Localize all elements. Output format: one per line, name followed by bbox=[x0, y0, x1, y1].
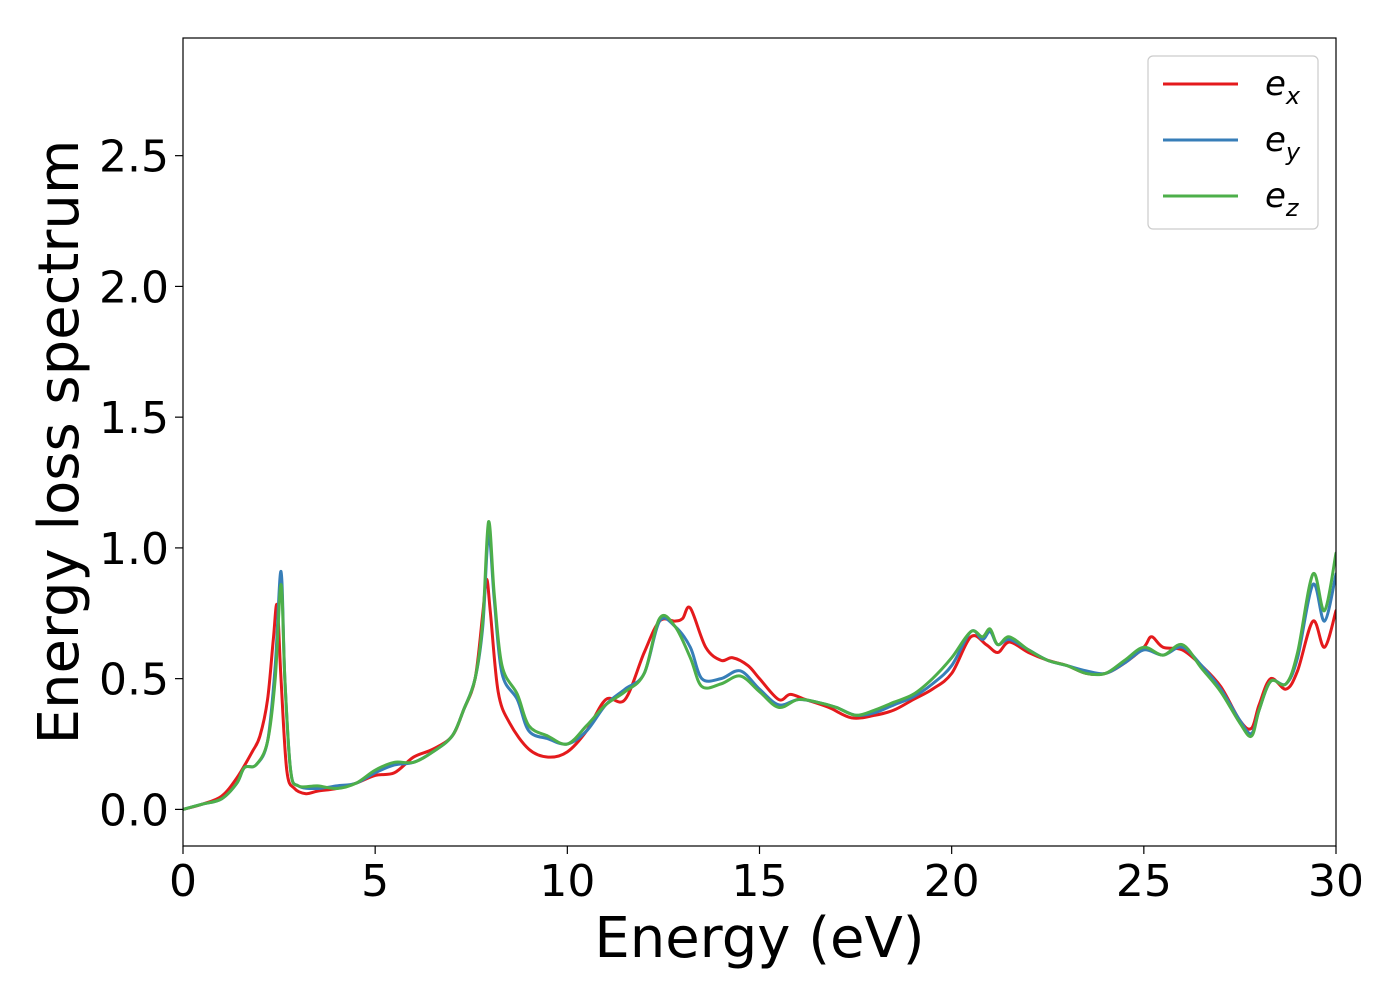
legend-label-main: e bbox=[1265, 120, 1286, 160]
x-tick-label: 5 bbox=[361, 856, 389, 907]
y-tick-label: 2.0 bbox=[99, 262, 169, 313]
legend-box bbox=[1147, 55, 1319, 230]
y-tick-label: 1.5 bbox=[99, 393, 169, 444]
y-axis-ticks: 0.0 0.5 1.0 1.5 2.0 2.5 bbox=[99, 132, 183, 836]
y-tick-label: 0.0 bbox=[99, 785, 169, 836]
series-line-x bbox=[183, 577, 1336, 811]
legend-label-y: ey bbox=[1265, 120, 1301, 166]
legend-label-main: e bbox=[1265, 176, 1286, 216]
y-tick-label: 2.5 bbox=[99, 132, 169, 183]
x-tick-label: 10 bbox=[539, 856, 595, 907]
legend-label-x: ex bbox=[1265, 64, 1301, 110]
x-axis-ticks: 0 5 10 15 20 25 30 bbox=[169, 846, 1364, 907]
legend-label-main: e bbox=[1265, 64, 1286, 104]
y-tick-label: 0.5 bbox=[99, 655, 169, 706]
x-tick-label: 15 bbox=[732, 856, 788, 907]
y-tick-label: 1.0 bbox=[99, 524, 169, 575]
x-tick-label: 20 bbox=[924, 856, 980, 907]
legend-label-sub: z bbox=[1285, 194, 1300, 222]
x-axis-label: Energy (eV) bbox=[594, 906, 924, 971]
legend-label-sub: x bbox=[1285, 82, 1301, 110]
legend-label-z: ez bbox=[1265, 176, 1300, 222]
legend-label-sub: y bbox=[1285, 138, 1301, 166]
x-tick-label: 30 bbox=[1308, 856, 1364, 907]
series-layer bbox=[183, 520, 1336, 811]
x-tick-label: 25 bbox=[1116, 856, 1172, 907]
y-axis-label: Energy loss spectrum bbox=[27, 140, 92, 745]
x-tick-label: 0 bbox=[169, 856, 197, 907]
series-line-z bbox=[183, 520, 1336, 811]
